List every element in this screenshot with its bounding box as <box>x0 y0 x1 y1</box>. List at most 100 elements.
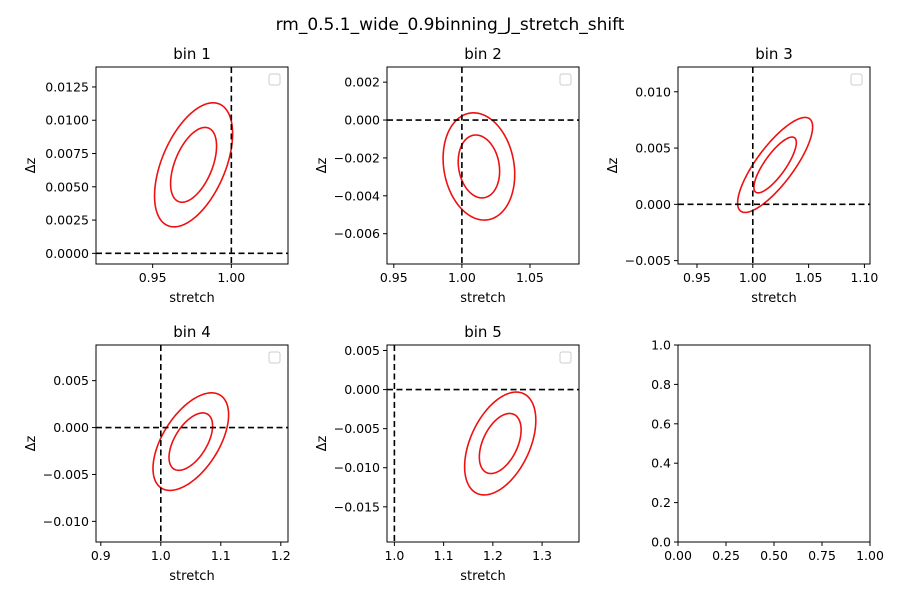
outer-contour <box>442 112 516 221</box>
subplot-3: 0.95 1.00 1.05 1.10 −0.005 0.000 0.005 0.010 bin… <box>606 45 878 306</box>
y-tick-label: −0.004 <box>334 188 380 203</box>
x-axis-label: stretch <box>460 291 505 306</box>
y-tick-label: −0.010 <box>43 514 89 529</box>
y-tick-label: 0.010 <box>635 84 671 99</box>
y-tick-label: 0.2 <box>651 495 671 510</box>
x-tick-label: 0.95 <box>139 270 167 285</box>
plot-area <box>387 345 579 542</box>
inner-contour <box>168 412 214 472</box>
inner-contour <box>169 126 218 204</box>
plot-area <box>96 345 288 542</box>
legend-box <box>559 73 572 86</box>
x-tick-label: 0.75 <box>808 548 836 563</box>
legend-box <box>850 73 863 86</box>
plot-area <box>387 67 579 264</box>
y-tick-label: −0.005 <box>43 467 89 482</box>
x-tick-label: 0.25 <box>712 548 740 563</box>
axes-frame <box>386 66 580 265</box>
outer-contour <box>152 392 230 492</box>
axes-frame <box>386 344 580 543</box>
y-tick-label: 0.005 <box>344 343 380 358</box>
y-tick-label: 0.002 <box>344 75 380 90</box>
subplot-title: bin 3 <box>755 45 793 63</box>
x-tick-label: 1.2 <box>483 548 503 563</box>
y-tick-label: 0.005 <box>53 373 89 388</box>
subplot-4: 0.9 1.0 1.1 1.2 −0.010 −0.005 0.000 0.005 bin 4 s… <box>24 323 291 584</box>
plot-area <box>678 67 870 264</box>
y-tick-label: 0.0025 <box>45 213 89 228</box>
outer-contour <box>463 391 537 496</box>
y-tick-label: 0.000 <box>635 197 671 212</box>
y-tick-label: −0.005 <box>334 421 380 436</box>
subplot-title: bin 5 <box>464 323 502 341</box>
y-axis-label: Δz <box>315 157 330 173</box>
y-tick-label: 1.0 <box>651 338 671 353</box>
y-tick-label: 0.0050 <box>45 179 89 194</box>
legend-box <box>559 351 572 364</box>
y-tick-label: 0.4 <box>651 456 671 471</box>
y-tick-label: 0.0075 <box>45 146 89 161</box>
x-tick-label: 1.00 <box>856 548 884 563</box>
y-tick-label: 0.0125 <box>45 79 89 94</box>
subplot-6: 0.00 0.25 0.50 0.75 1.00 0.0 0.2 0.4 0.6 0.8 1.0 <box>651 338 884 564</box>
y-tick-label: 0.005 <box>635 141 671 156</box>
subplot-title: bin 1 <box>173 45 211 63</box>
x-tick-label: 1.10 <box>850 270 878 285</box>
x-axis-label: stretch <box>751 291 796 306</box>
y-tick-label: 0.000 <box>344 382 380 397</box>
legend-box <box>268 351 281 364</box>
x-tick-label: 0.9 <box>91 548 111 563</box>
x-axis-label: stretch <box>460 569 505 584</box>
x-tick-label: 1.1 <box>211 548 231 563</box>
axes-frame <box>677 66 871 265</box>
y-axis-label: Δz <box>606 157 621 173</box>
y-axis-label: Δz <box>24 157 39 173</box>
x-axis-label: stretch <box>169 569 214 584</box>
x-axis-label: stretch <box>169 291 214 306</box>
outer-contour <box>153 102 234 228</box>
y-tick-label: 0.0000 <box>45 246 89 261</box>
x-tick-label: 1.00 <box>739 270 767 285</box>
subplot-1: 0.95 1.00 0.0000 0.0025 0.0050 0.0075 0.0100 0.… <box>24 45 289 306</box>
y-tick-label: −0.006 <box>334 226 380 241</box>
y-axis-label: Δz <box>315 435 330 451</box>
y-tick-label: 0.8 <box>651 377 671 392</box>
y-tick-label: −0.005 <box>625 253 671 268</box>
y-axis-label: Δz <box>24 435 39 451</box>
x-tick-label: 1.0 <box>384 548 404 563</box>
x-tick-label: 1.0 <box>151 548 171 563</box>
y-tick-label: 0.6 <box>651 416 671 431</box>
figure-title: rm_0.5.1_wide_0.9binning_J_stretch_shift <box>276 15 625 35</box>
subplot-5: 1.0 1.1 1.2 1.3 −0.015 −0.010 −0.005 0.000 0.005… <box>315 323 580 584</box>
subplot-title: bin 4 <box>173 323 211 341</box>
x-tick-label: 0.95 <box>380 270 408 285</box>
y-tick-label: 0.000 <box>53 420 89 435</box>
legend-box <box>268 73 281 86</box>
y-tick-label: −0.002 <box>334 150 380 165</box>
x-tick-label: 1.05 <box>795 270 823 285</box>
axes-frame <box>677 344 871 543</box>
inner-contour <box>478 412 522 475</box>
inner-contour <box>753 136 798 194</box>
y-tick-label: −0.010 <box>334 460 380 475</box>
outer-contour <box>736 116 814 214</box>
subplot-2: 0.95 1.00 1.05 −0.006 −0.004 −0.002 0.000 0.002… <box>315 45 580 306</box>
y-tick-label: 0.000 <box>344 113 380 128</box>
y-tick-label: −0.015 <box>334 499 380 514</box>
axes-frame <box>95 344 289 543</box>
x-tick-label: 1.05 <box>516 270 544 285</box>
plot-area <box>96 67 288 264</box>
x-tick-label: 1.3 <box>532 548 552 563</box>
x-tick-label: 1.1 <box>434 548 454 563</box>
x-tick-label: 0.95 <box>683 270 711 285</box>
x-tick-label: 0.50 <box>760 548 788 563</box>
x-tick-label: 1.2 <box>271 548 291 563</box>
x-tick-label: 1.00 <box>217 270 245 285</box>
y-tick-label: 0.0100 <box>45 113 89 128</box>
y-tick-label: 0.0 <box>651 535 671 550</box>
axes-frame <box>95 66 289 265</box>
subplot-title: bin 2 <box>464 45 502 63</box>
x-tick-label: 0.00 <box>664 548 692 563</box>
inner-contour <box>457 134 501 199</box>
